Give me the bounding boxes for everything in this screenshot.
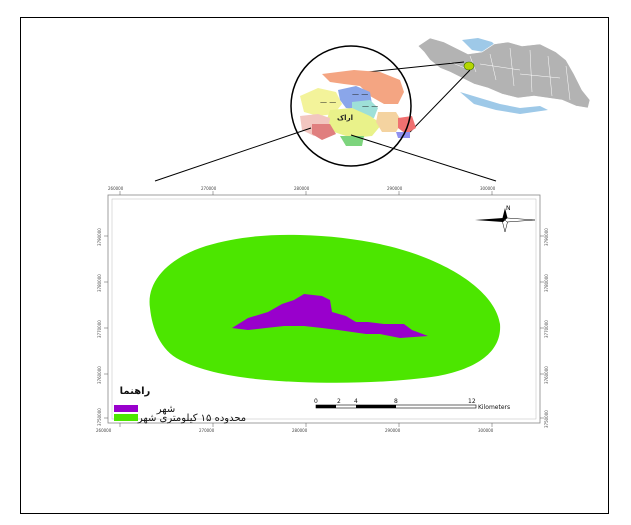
scale-unit: Kilometers: [478, 404, 510, 411]
scale-tick: 0: [314, 398, 318, 405]
county-region: [340, 136, 364, 146]
legend-swatch-city: [114, 405, 138, 412]
compass-rose-icon: N: [475, 205, 536, 233]
scale-tick: 2: [337, 398, 341, 405]
north-label: N: [506, 205, 511, 212]
county-label: — —: [352, 90, 368, 98]
province-inset: اراک — — — — — —: [290, 45, 416, 167]
y-tick-label: 3790000: [544, 228, 549, 246]
legend-swatch-buffer: [114, 414, 138, 421]
map-inner-border: [111, 198, 537, 420]
county-region: [326, 108, 382, 138]
y-tick-label: 3790000: [97, 228, 102, 246]
y-tick-label: 3760000: [544, 366, 549, 384]
x-tick-label: 280000: [294, 186, 310, 191]
x-tick-label: 300000: [478, 428, 494, 433]
y-tick-label: 3770000: [544, 320, 549, 338]
county-region: [376, 112, 402, 132]
y-tick-label: 3750000: [544, 410, 549, 428]
county-label: — —: [320, 98, 336, 106]
x-tick-label: 300000: [480, 186, 496, 191]
connector-line: [357, 61, 465, 74]
connector-line: [350, 134, 497, 182]
x-tick-label: 290000: [385, 428, 401, 433]
y-tick-label: 3760000: [97, 366, 102, 384]
x-tick-label: 270000: [201, 186, 217, 191]
x-tick-label: 280000: [292, 428, 308, 433]
legend-label-city: شهر: [156, 404, 176, 415]
x-ticks-top: 260000 270000 280000 290000 300000: [108, 186, 496, 195]
y-ticks-right: 3790000 3780000 3770000 3760000 3750000: [540, 228, 549, 428]
y-tick-label: 3750000: [97, 408, 102, 426]
y-tick-label: 3770000: [97, 320, 102, 338]
legend: راهنما شهر محدوده ۱۵ کیلومتری شهر: [114, 386, 246, 424]
county-region: [322, 70, 404, 104]
y-tick-label: 3780000: [544, 274, 549, 292]
iran-outline: [417, 37, 591, 109]
city-area: [232, 294, 428, 338]
scale-tick: 4: [354, 398, 358, 405]
scale-tick: 8: [394, 398, 398, 405]
x-tick-label: 260000: [108, 186, 124, 191]
city-label-arak: اراک: [337, 114, 353, 122]
y-tick-label: 3780000: [97, 274, 102, 292]
x-tick-label: 260000: [96, 428, 112, 433]
scale-bar: 0 2 4 8 12 Kilometers: [314, 398, 510, 411]
x-tick-label: 270000: [199, 428, 215, 433]
x-tick-label: 290000: [387, 186, 403, 191]
markazi-highlight: [463, 61, 475, 71]
inset-circle: [290, 45, 412, 167]
scale-tick: 12: [468, 398, 476, 405]
legend-label-buffer: محدوده ۱۵ کیلومتری شهر: [137, 413, 246, 424]
county-label: — —: [362, 102, 378, 110]
persian-gulf: [460, 92, 548, 114]
connector-line: [409, 69, 471, 133]
county-region: [300, 88, 342, 116]
county-region: [398, 116, 416, 134]
y-ticks-left: 3790000 3780000 3770000 3760000 3750000: [97, 228, 108, 426]
county-region: [312, 124, 336, 140]
iran-inset-map: [417, 37, 591, 114]
main-map: 260000 270000 280000 290000 300000 26000…: [96, 186, 549, 433]
connector-line: [154, 127, 312, 182]
x-ticks-bottom: 260000 270000 280000 290000 300000: [96, 423, 494, 433]
legend-title: راهنما: [120, 386, 151, 397]
